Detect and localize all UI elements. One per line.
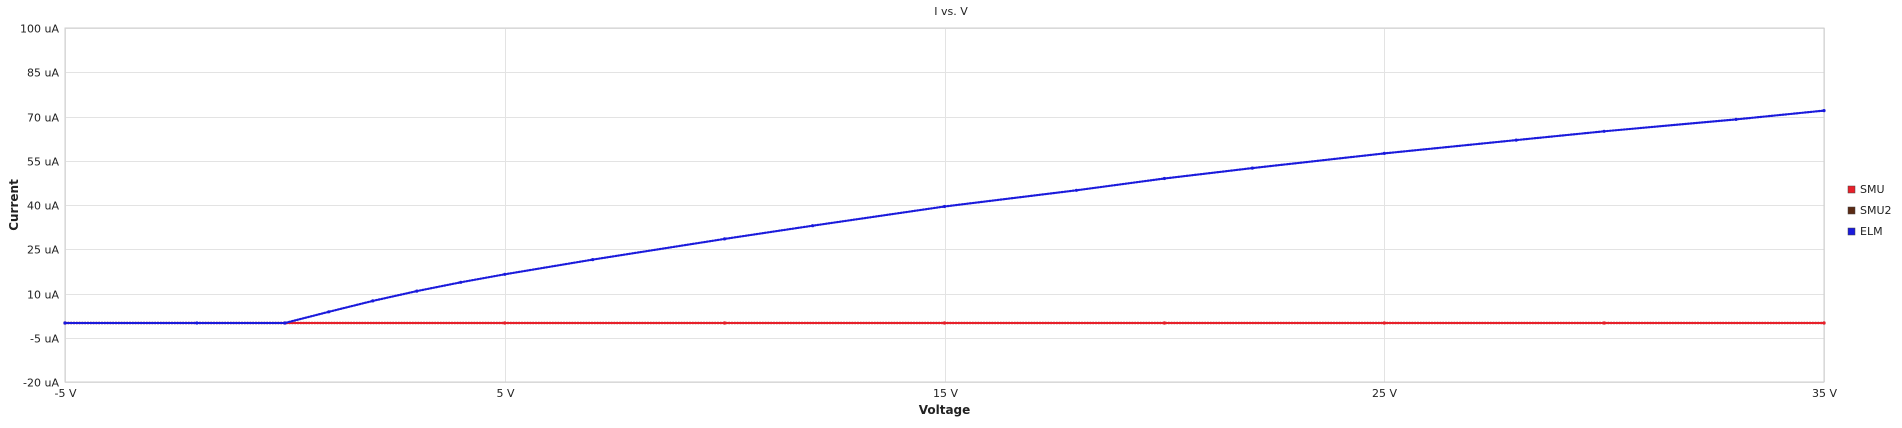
x-tick-labels: -5 V 5 V 15 V 25 V 35 V — [55, 387, 1838, 400]
data-point-elm — [811, 224, 815, 228]
series-line-elm — [63, 109, 1826, 325]
data-point-elm — [942, 204, 947, 209]
series-elm — [63, 109, 1826, 325]
data-point-elm — [415, 289, 419, 293]
data-point-elm — [327, 310, 331, 314]
x-tick-label: 35 V — [1812, 387, 1837, 400]
legend: SMU SMU2 ELM — [1847, 183, 1892, 238]
y-tick-label: -5 uA — [30, 333, 59, 346]
data-point-elm — [1162, 176, 1166, 181]
legend-item-elm: ELM — [1847, 225, 1883, 238]
data-point-smu — [503, 321, 507, 325]
y-tick-label: 100 uA — [20, 23, 59, 36]
data-point-elm — [1382, 151, 1386, 155]
x-tick-label: -5 V — [55, 387, 77, 400]
series-layer — [63, 109, 1826, 325]
x-tick-label: 25 V — [1372, 387, 1397, 400]
data-point-smu — [723, 321, 727, 325]
legend-item-smu2: SMU2 — [1847, 204, 1892, 217]
y-axis-title: Current — [7, 179, 21, 231]
data-point-elm — [459, 280, 463, 284]
data-point-elm — [723, 237, 727, 241]
y-tick-label: 25 uA — [27, 244, 59, 257]
legend-swatch — [1847, 227, 1856, 236]
y-tick-label: 55 uA — [27, 156, 59, 169]
data-point-smu — [1602, 321, 1606, 325]
legend-swatch — [1847, 185, 1856, 194]
data-point-elm — [63, 321, 67, 325]
x-tick-label: 15 V — [933, 387, 958, 400]
data-point-elm — [1250, 166, 1254, 170]
legend-swatch — [1847, 206, 1856, 215]
legend-label: SMU2 — [1860, 204, 1892, 217]
series-smu — [63, 321, 1826, 325]
x-tick-label: 5 V — [496, 387, 514, 400]
y-tick-label: 70 uA — [27, 112, 59, 125]
data-point-smu — [1382, 321, 1386, 325]
data-point-smu — [942, 321, 947, 325]
plot-area — [64, 27, 1825, 383]
data-point-elm — [371, 299, 375, 303]
data-point-elm — [195, 321, 199, 325]
data-point-elm — [1822, 109, 1826, 113]
y-tick-label: -20 uA — [23, 377, 59, 390]
y-tick-label: 85 uA — [27, 67, 59, 80]
y-tick-label: 10 uA — [27, 289, 59, 302]
y-tick-label: 40 uA — [27, 200, 59, 213]
data-point-elm — [1514, 138, 1518, 142]
data-point-elm — [283, 321, 287, 325]
legend-label: SMU — [1860, 183, 1885, 196]
data-point-elm — [1602, 129, 1606, 133]
data-point-smu — [1162, 321, 1166, 325]
data-point-elm — [1734, 117, 1738, 121]
legend-label: ELM — [1860, 225, 1883, 238]
data-point-smu — [1822, 321, 1826, 325]
y-tick-labels: -20 uA -5 uA 10 uA 25 uA 40 uA 55 uA 70 uA 85 u… — [20, 23, 59, 390]
data-point-elm — [1074, 188, 1078, 192]
chart-title: I vs. V — [934, 5, 968, 18]
data-point-elm — [503, 272, 507, 276]
legend-item-smu: SMU — [1847, 183, 1885, 196]
x-axis-title: Voltage — [919, 403, 971, 417]
data-point-elm — [591, 258, 595, 262]
